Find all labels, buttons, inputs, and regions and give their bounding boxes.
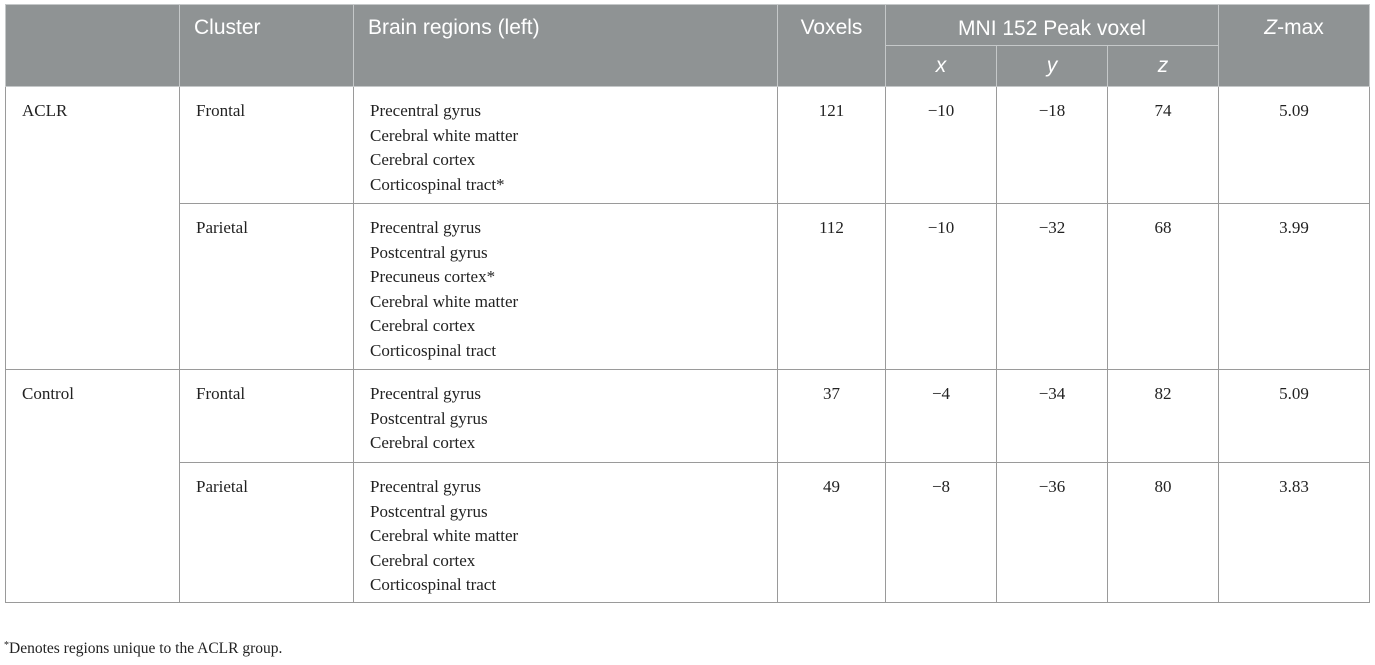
y-cell: −36 — [996, 462, 1108, 603]
region-item: Cerebral white matter — [370, 125, 519, 145]
z-header: z — [1106, 45, 1220, 87]
x-cell: −4 — [885, 369, 997, 463]
mni-header: MNI 152 Peak voxel — [884, 4, 1220, 46]
voxels-header: Voxels — [777, 4, 886, 87]
table-row: Control Frontal Precentral gyrus Postcen… — [5, 369, 1371, 603]
regions-cell: Precentral gyrus Postcentral gyrus Precu… — [353, 203, 778, 370]
region-item: Cerebral cortex — [370, 550, 476, 570]
x-header: x — [885, 45, 997, 87]
table-row: Parietal Precentral gyrus Postcentral gy… — [6, 203, 1371, 370]
region-item: Postcentral gyrus — [370, 408, 488, 428]
group-name: Control — [5, 369, 180, 603]
voxels-cell: 37 — [777, 369, 886, 463]
group-header — [5, 4, 180, 87]
z-cell: 74 — [1106, 86, 1220, 204]
z-cell: 82 — [1106, 369, 1220, 463]
region-item: Cerebral cortex — [370, 316, 476, 336]
footnote-marker: * — [4, 640, 9, 651]
voxels-cell: 112 — [777, 203, 886, 370]
results-table: Cluster Brain regions (left) Voxels MNI … — [5, 4, 1371, 603]
region-item: Postcentral gyrus — [370, 501, 488, 521]
cluster-cell: Frontal — [179, 86, 354, 204]
zmax-header-variable: Z — [1264, 16, 1278, 39]
table-header: Cluster Brain regions (left) Voxels MNI … — [5, 4, 1371, 87]
zmax-header-suffix: -max — [1277, 16, 1324, 39]
x-cell: −10 — [885, 86, 997, 204]
zmax-cell: 5.09 — [1218, 369, 1371, 463]
mni-header-line2: Peak voxel — [1043, 17, 1146, 40]
cluster-cell: Parietal — [179, 462, 354, 603]
z-cell: 80 — [1106, 462, 1220, 603]
table-row: Parietal Precentral gyrus Postcentral gy… — [6, 462, 1371, 603]
regions-cell: Precentral gyrus Cerebral white matter C… — [353, 86, 778, 204]
table-body: ACLR Frontal Precentral gyrus Cerebral w… — [5, 86, 1371, 603]
zmax-cell: 3.99 — [1218, 203, 1371, 370]
regions-cell: Precentral gyrus Postcentral gyrus Cereb… — [353, 369, 778, 463]
footnote-text: Denotes regions unique to the ACLR group… — [9, 640, 283, 657]
mni-header-line1: MNI 152 — [958, 17, 1038, 40]
regions-header: Brain regions (left) — [353, 4, 778, 87]
x-cell: −10 — [885, 203, 997, 370]
region-item: Precentral gyrus — [370, 218, 481, 237]
zmax-header: Z-max — [1218, 4, 1371, 87]
region-item: Corticospinal tract — [370, 575, 497, 595]
region-item: Postcentral gyrus — [370, 242, 488, 262]
y-cell: −32 — [996, 203, 1108, 370]
cluster-header: Cluster — [179, 4, 354, 87]
y-cell: −18 — [996, 86, 1108, 204]
region-item: Cerebral cortex — [370, 433, 476, 453]
y-cell: −34 — [996, 369, 1108, 463]
region-item: Precentral gyrus — [370, 477, 481, 496]
region-item: Cerebral cortex — [370, 150, 476, 170]
regions-cell: Precentral gyrus Postcentral gyrus Cereb… — [353, 462, 778, 603]
zmax-cell: 3.83 — [1218, 462, 1371, 603]
y-header: y — [996, 45, 1108, 87]
region-item: Precentral gyrus — [370, 101, 481, 120]
table-row: ACLR Frontal Precentral gyrus Cerebral w… — [5, 86, 1371, 370]
zmax-cell: 5.09 — [1218, 86, 1371, 204]
region-item: Cerebral white matter — [370, 291, 519, 311]
region-item: Corticospinal tract* — [370, 174, 505, 194]
cluster-cell: Frontal — [179, 369, 354, 463]
region-item: Precuneus cortex* — [370, 267, 496, 287]
region-item: Cerebral white matter — [370, 526, 519, 546]
x-cell: −8 — [885, 462, 997, 603]
cluster-cell: Parietal — [179, 203, 354, 370]
voxels-cell: 121 — [777, 86, 886, 204]
voxels-cell: 49 — [777, 462, 886, 603]
table-footnote: *Denotes regions unique to the ACLR grou… — [4, 640, 282, 658]
group-name: ACLR — [5, 86, 180, 370]
z-cell: 68 — [1106, 203, 1220, 370]
region-item: Precentral gyrus — [370, 384, 481, 403]
region-item: Corticospinal tract — [370, 340, 497, 360]
